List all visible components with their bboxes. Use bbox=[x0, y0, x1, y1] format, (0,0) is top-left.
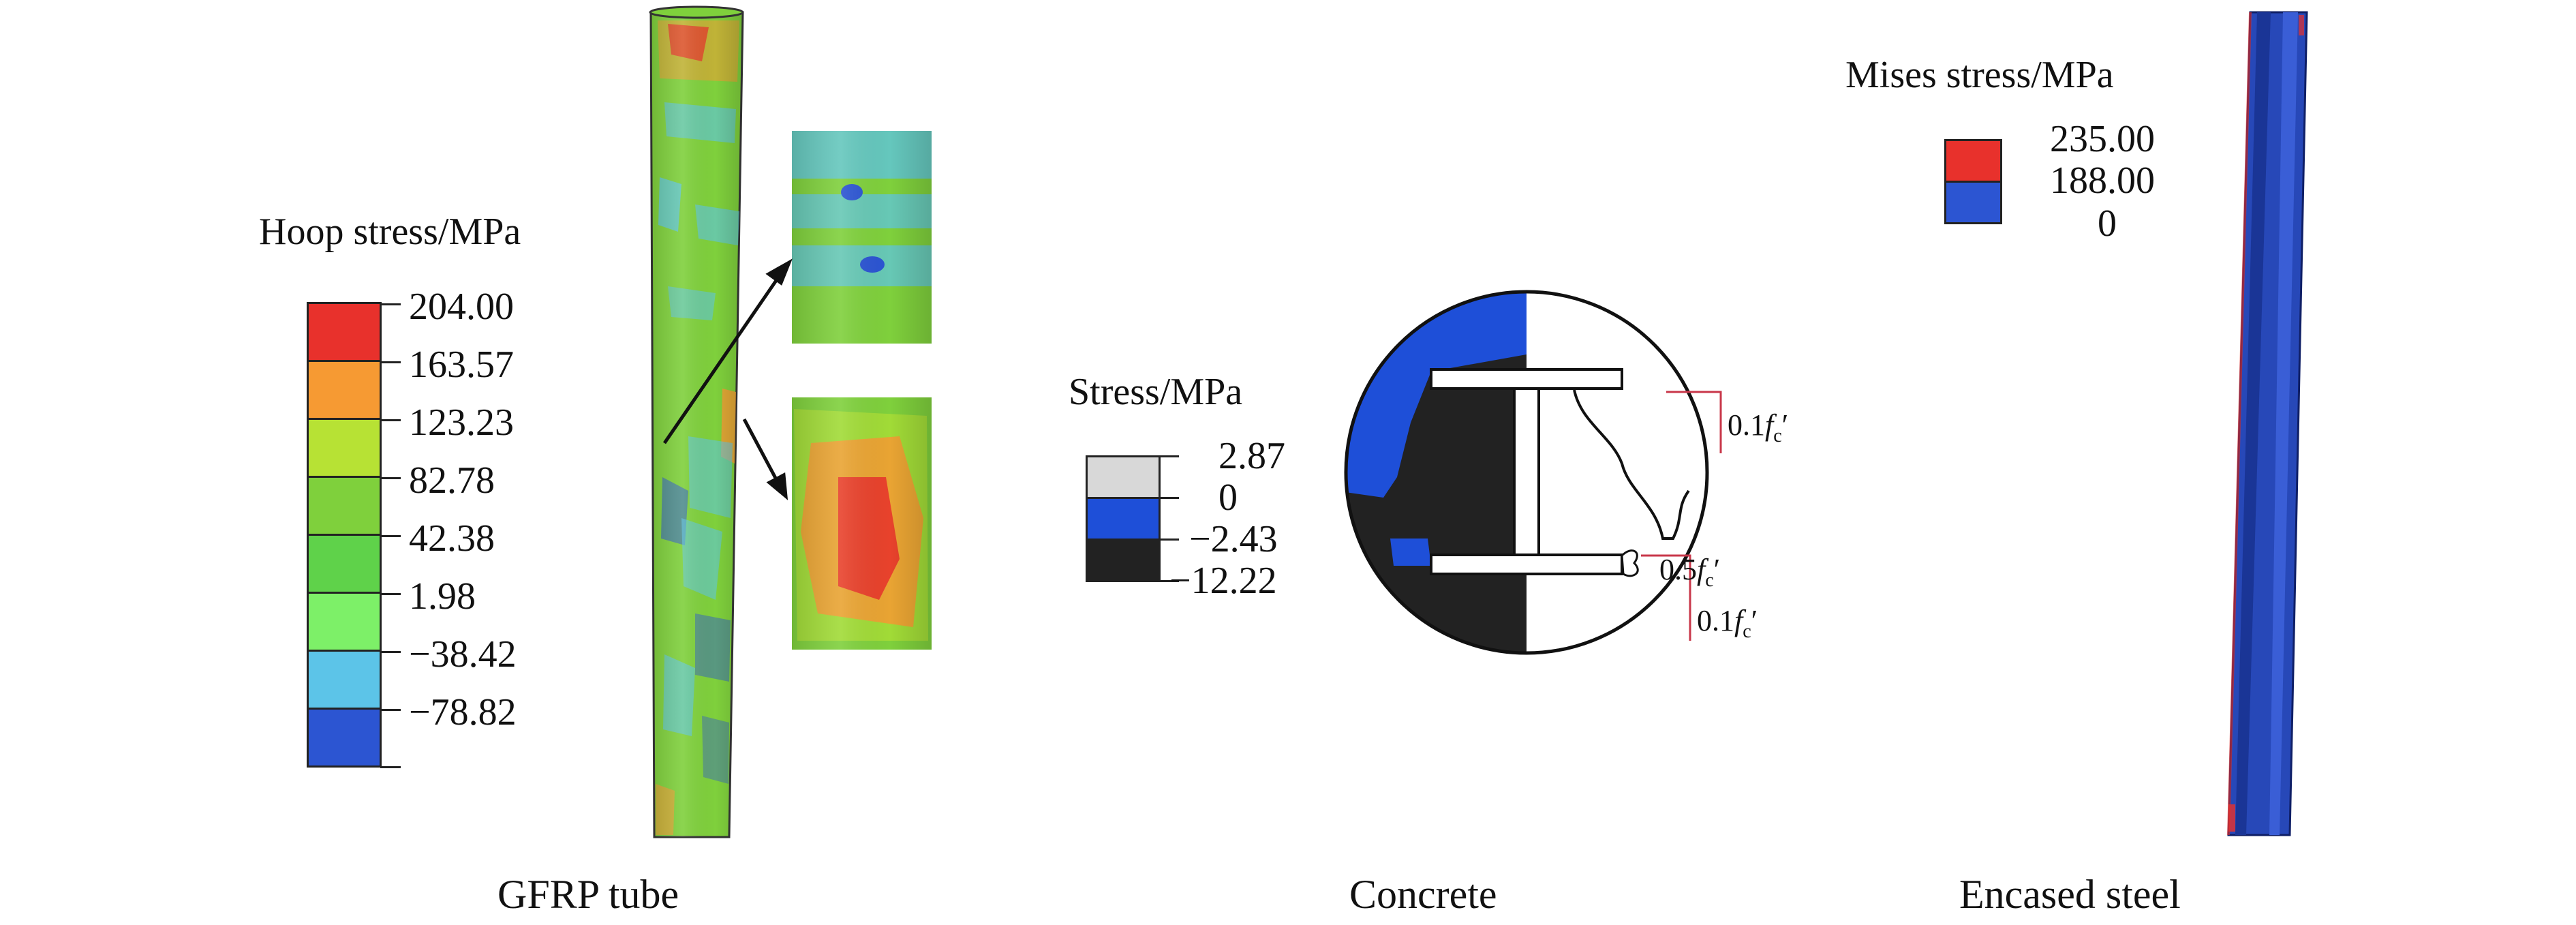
concrete-crack-line bbox=[1573, 389, 1690, 540]
gfrp-tick-6 bbox=[380, 593, 401, 595]
gfrp-legend-value-5: 42.38 bbox=[409, 517, 495, 560]
gfrp-legend-band-8 bbox=[307, 708, 382, 768]
gfrp-legend-value-6: 1.98 bbox=[409, 575, 476, 618]
concrete-tick-3 bbox=[1159, 539, 1179, 541]
gfrp-legend-band-7 bbox=[307, 650, 382, 710]
concrete-annotation-middle: 0.5fc′ bbox=[1659, 553, 1721, 591]
concrete-steel-section bbox=[1430, 368, 1623, 575]
gfrp-legend-value-2: 163.57 bbox=[409, 344, 514, 386]
gfrp-legend-title: Hoop stress/MPa bbox=[259, 211, 521, 253]
gfrp-legend-band-4 bbox=[307, 476, 382, 536]
gfrp-tube bbox=[649, 5, 744, 838]
concrete-legend-title: Stress/MPa bbox=[1069, 371, 1243, 413]
concrete-legend-value-2: 0 bbox=[1218, 476, 1238, 519]
gfrp-legend-value-8: −78.82 bbox=[409, 691, 517, 733]
concrete-legend-value-3: −2.43 bbox=[1189, 518, 1278, 560]
gfrp-zoom-top bbox=[792, 131, 932, 344]
gfrp-legend-band-1 bbox=[307, 302, 382, 362]
steel-legend-value-2: 188.00 bbox=[2050, 160, 2155, 202]
concrete-crack-end bbox=[1621, 549, 1639, 577]
gfrp-legend-value-4: 82.78 bbox=[409, 459, 495, 502]
concrete-tick-2 bbox=[1159, 497, 1179, 499]
gfrp-legend-value-7: −38.42 bbox=[409, 633, 517, 676]
concrete-annotation-upper: 0.1fc′ bbox=[1728, 408, 1789, 446]
steel-legend-band-2 bbox=[1944, 181, 2002, 224]
steel-legend-title: Mises stress/MPa bbox=[1845, 54, 2114, 96]
steel-legend-band-1 bbox=[1944, 139, 2002, 183]
concrete-legend-band-2 bbox=[1086, 497, 1161, 541]
gfrp-tick-2 bbox=[380, 361, 401, 363]
gfrp-tick-1 bbox=[380, 303, 401, 305]
concrete-caption: Concrete bbox=[1349, 872, 1497, 917]
gfrp-legend-value-1: 204.00 bbox=[409, 286, 514, 328]
concrete-tick-1 bbox=[1159, 455, 1179, 457]
steel-legend-value-1: 235.00 bbox=[2050, 118, 2155, 160]
concrete-legend-value-1: 2.87 bbox=[1218, 435, 1285, 477]
gfrp-legend-band-3 bbox=[307, 418, 382, 478]
gfrp-tick-7 bbox=[380, 651, 401, 653]
concrete-annotation-lines bbox=[1641, 391, 1722, 641]
gfrp-caption: GFRP tube bbox=[497, 872, 679, 917]
gfrp-zoom-arrows bbox=[662, 258, 793, 500]
steel-legend-value-3: 0 bbox=[2098, 202, 2117, 245]
concrete-annotation-lower: 0.1fc′ bbox=[1697, 604, 1758, 642]
gfrp-legend-band-6 bbox=[307, 592, 382, 652]
concrete-tick-4 bbox=[1159, 580, 1179, 582]
gfrp-zoom-bottom bbox=[792, 397, 932, 650]
steel-caption: Encased steel bbox=[1959, 872, 2181, 917]
gfrp-tick-9 bbox=[380, 766, 401, 768]
concrete-outline bbox=[1344, 290, 1709, 655]
concrete-legend-value-4: −12.22 bbox=[1169, 560, 1277, 602]
gfrp-tick-3 bbox=[380, 419, 401, 421]
gfrp-tick-8 bbox=[380, 709, 401, 711]
steel-member bbox=[2227, 11, 2308, 836]
gfrp-legend-value-3: 123.23 bbox=[409, 401, 514, 444]
concrete-legend-band-3 bbox=[1086, 539, 1161, 582]
gfrp-tick-4 bbox=[380, 477, 401, 479]
gfrp-tick-5 bbox=[380, 535, 401, 537]
